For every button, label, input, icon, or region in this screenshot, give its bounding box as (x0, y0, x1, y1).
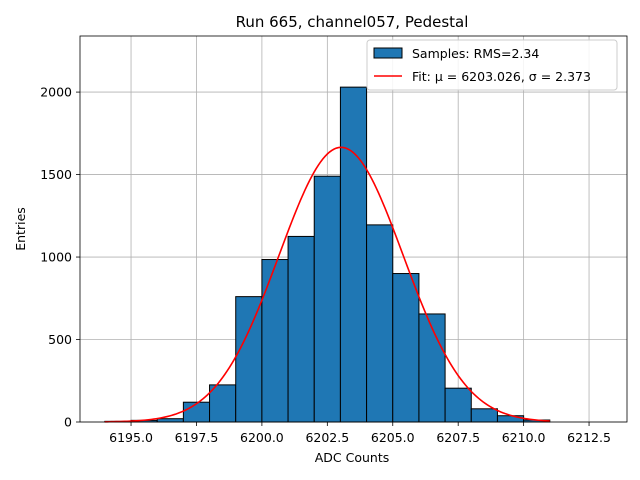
legend-label-samples: Samples: RMS=2.34 (412, 46, 539, 61)
axis-ticks: 6195.0 6197.5 6200.0 6202.5 6205.0 6207.5 6210… (40, 85, 611, 445)
histogram-bar-14 (470, 408, 498, 423)
y-tick-label-2: 1000 (40, 250, 72, 265)
x-tick-label-7: 6212.5 (567, 430, 611, 445)
histogram-bars (104, 86, 551, 423)
histogram-bar-13 (444, 387, 472, 423)
histogram-bar-10 (366, 224, 394, 423)
x-tick-label-5: 6207.5 (436, 430, 480, 445)
y-tick-label-3: 1500 (40, 167, 72, 182)
y-tick-label-4: 2000 (40, 85, 72, 100)
histogram-bar-8 (313, 175, 341, 423)
y-tick-label-1: 500 (48, 332, 72, 347)
plot-frame (79, 35, 628, 423)
x-axis-label: ADC Counts (315, 450, 390, 465)
histogram-bar-6 (261, 259, 289, 423)
x-tick-label-3: 6202.5 (305, 430, 349, 445)
histogram-bar-2 (156, 418, 184, 423)
x-tick-label-2: 6200.0 (240, 430, 284, 445)
histogram-bar-5 (235, 296, 263, 423)
x-tick-label-1: 6197.5 (175, 430, 219, 445)
y-tick-label-0: 0 (64, 415, 72, 430)
histogram-bar-9 (339, 86, 368, 423)
y-axis-label: Entries (13, 207, 28, 251)
fit-curve-layer (104, 146, 550, 423)
x-tick-label-0: 6195.0 (109, 430, 153, 445)
histogram-bar-12 (418, 313, 446, 423)
fit-curve (104, 146, 550, 423)
legend-box (366, 39, 618, 91)
x-tick-label-6: 6210.0 (502, 430, 546, 445)
chart-title: Run 665, channel057, Pedestal (236, 13, 469, 31)
legend-swatch-samples (373, 47, 403, 59)
legend: Samples: RMS=2.34 Fit: μ = 6203.026, σ =… (366, 39, 618, 91)
histogram-bar-15 (496, 415, 525, 423)
legend-label-fit: Fit: μ = 6203.026, σ = 2.373 (412, 69, 591, 84)
x-tick-label-4: 6205.0 (371, 430, 415, 445)
histogram-bar-4 (209, 384, 237, 423)
histogram-bar-7 (287, 235, 315, 423)
histogram-bar-11 (392, 273, 420, 423)
histogram-bar-3 (182, 401, 211, 423)
